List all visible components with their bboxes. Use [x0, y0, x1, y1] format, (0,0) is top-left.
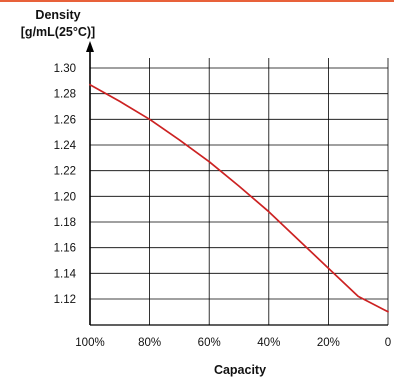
header-rule: [0, 0, 394, 2]
y-tick-labels: 1.30 1.28 1.26 1.24 1.22 1.20 1.18 1.16 1.14 1.12: [54, 63, 77, 306]
series-layer: [89, 83, 389, 313]
y-tick-label: 1.22: [54, 166, 76, 178]
grid-layer: [90, 58, 389, 325]
x-tick-label: 40%: [257, 337, 280, 349]
y-tick-label: 1.26: [54, 114, 76, 126]
y-tick-label: 1.28: [54, 89, 76, 101]
axes-layer: [86, 41, 388, 326]
x-tick-label: 60%: [198, 337, 221, 349]
y-axis-arrow: [86, 41, 94, 52]
x-tick-labels: 100% 80% 60% 40% 20% 0: [75, 337, 391, 349]
density-curve: [89, 83, 389, 313]
y-tick-label: 1.14: [54, 268, 77, 280]
x-tick-label: 0: [385, 337, 391, 349]
y-tick-label: 1.18: [54, 217, 76, 229]
x-axis-title: Capacity: [214, 363, 266, 377]
y-tick-label: 1.12: [54, 294, 76, 306]
x-tick-label: 80%: [138, 337, 161, 349]
y-axis-title-line1: Density: [35, 8, 80, 22]
y-axis-title-line2: [g/mL(25°C)]: [21, 25, 95, 39]
y-tick-label: 1.16: [54, 243, 76, 255]
x-tick-label: 20%: [317, 337, 340, 349]
x-tick-label: 100%: [75, 337, 104, 349]
y-tick-label: 1.30: [54, 63, 76, 75]
y-tick-label: 1.24: [54, 140, 77, 152]
y-tick-label: 1.20: [54, 191, 76, 203]
